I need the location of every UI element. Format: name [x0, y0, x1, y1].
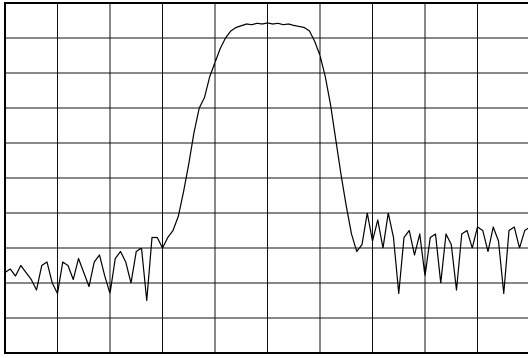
trace — [4, 22, 528, 302]
plot-frame — [4, 2, 528, 354]
